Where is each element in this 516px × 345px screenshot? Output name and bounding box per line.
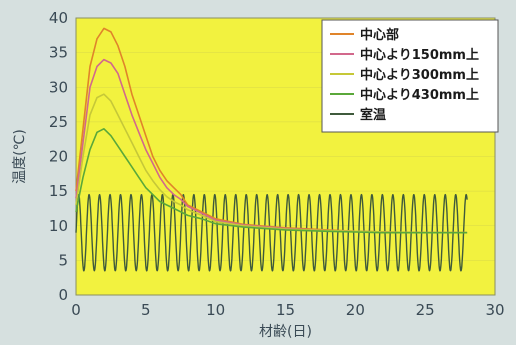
axis-ticks: 0 5 10 15 20 25 30 35 40 0 5 10 15 20 25 30: [49, 9, 505, 319]
y-tick-label: 35: [49, 44, 68, 62]
x-tick-label: 5: [141, 301, 151, 319]
x-tick-label: 30: [485, 301, 504, 319]
y-tick-label: 20: [49, 148, 68, 166]
y-tick-label: 15: [49, 182, 68, 200]
x-tick-label: 0: [71, 301, 81, 319]
y-tick-label: 5: [58, 251, 68, 269]
legend-label: 中心部: [360, 27, 399, 43]
series-line: [75, 128, 468, 234]
x-tick-label: 10: [206, 301, 225, 319]
series-line: [75, 193, 468, 272]
x-tick-label: 25: [416, 301, 435, 319]
y-axis-label: 温度(℃): [12, 129, 28, 184]
plot-frame: [75, 17, 496, 296]
legend-label: 中心より430mm上: [360, 87, 479, 103]
legend-label: 中心より150mm上: [360, 47, 479, 63]
series-lines: [75, 27, 468, 272]
x-axis-label: 材齢(日): [259, 324, 312, 340]
x-tick-label: 15: [276, 301, 295, 319]
y-tick-label: 0: [58, 286, 68, 304]
y-tick-label: 40: [49, 9, 68, 27]
y-tick-label: 25: [49, 113, 68, 131]
x-tick-label: 20: [346, 301, 365, 319]
y-tick-label: 10: [49, 217, 68, 235]
y-tick-label: 30: [49, 78, 68, 96]
legend-label: 中心より300mm上: [360, 67, 479, 83]
legend-label: 室温: [360, 107, 386, 123]
